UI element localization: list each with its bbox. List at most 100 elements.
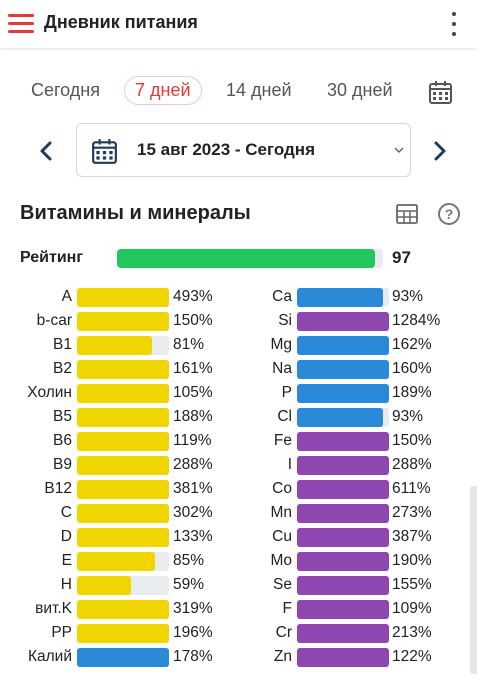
nutrient-percent: 59% [173,576,205,593]
tab-14-days[interactable]: 14 дней [226,80,292,100]
nutrient-percent: 288% [173,456,213,473]
next-period-icon[interactable] [430,140,450,162]
nutrient-bar [77,408,169,427]
nutrient-bar [77,432,169,451]
app-bar: Дневник питания [0,0,477,48]
nutrient-bar-fill [297,336,389,355]
tab-today[interactable]: Сегодня [31,80,100,100]
nutrient-name: вит.K [35,600,72,617]
rating-value: 97 [392,248,411,267]
nutrient-name: Mg [270,336,292,353]
more-options-icon[interactable] [446,9,462,39]
nutrient-percent: 155% [392,576,432,593]
nutrient-bar [297,648,389,667]
nutrient-bar-fill [297,648,389,667]
rating-bar-fill [117,249,376,268]
nutrient-percent: 288% [392,456,432,473]
rating-label: Рейтинг [20,249,84,266]
nutrient-name: B6 [53,432,72,449]
nutrient-bar [297,432,389,451]
nutrient-percent: 319% [173,600,213,617]
nutrient-bar [297,552,389,571]
tab-7-days[interactable]: 7 дней [124,76,202,105]
help-icon[interactable]: ? [438,203,460,225]
nutrient-bar [77,336,169,355]
nutrient-name: E [61,552,72,569]
calendar-icon [92,139,117,164]
nutrient-percent: 162% [392,336,432,353]
nutrient-percent: 105% [173,384,213,401]
nutrient-bar-fill [297,312,389,331]
nutrient-bar [297,456,389,475]
nutrient-bar [77,624,169,643]
nutrient-name: Холин [27,384,72,401]
nutrient-bar-fill [77,384,169,403]
nutrient-name: B12 [44,480,72,497]
nutrient-bar [297,360,389,379]
nutrient-name: Ca [272,288,292,305]
nutrient-bar-fill [77,648,169,667]
nutrient-percent: 85% [173,552,205,569]
tab-30-days[interactable]: 30 дней [327,80,393,100]
nutrient-percent: 387% [392,528,432,545]
nutrient-bar-fill [297,456,389,475]
nutrient-bar-fill [77,600,169,619]
nutrient-percent: 150% [173,312,213,329]
nutrient-name: Co [272,480,292,497]
calendar-icon[interactable] [428,80,453,105]
nutrient-bar [297,288,389,307]
nutrient-percent: 190% [392,552,432,569]
nutrient-bar [297,480,389,499]
nutrient-percent: 381% [173,480,213,497]
nutrient-bar-fill [77,336,152,355]
nutrient-percent: 302% [173,504,213,521]
nutrient-bar-fill [77,288,169,307]
hamburger-menu-icon[interactable] [8,12,34,34]
date-range-label: 15 авг 2023 - Сегодня [137,140,315,159]
nutrient-name: Mn [270,504,292,521]
nutrient-name: B2 [53,360,72,377]
nutrient-name: Cu [272,528,292,545]
date-range-selector[interactable]: 15 авг 2023 - Сегодня [76,123,411,177]
nutrient-name: F [282,600,292,617]
nutrient-bar-fill [77,552,156,571]
nutrient-bar [77,456,169,475]
nutrient-bar [297,408,389,427]
nutrient-bar [77,360,169,379]
nutrient-bar-fill [297,552,389,571]
nutrient-name: Калий [27,648,72,665]
nutrient-name: Zn [273,648,292,665]
nutrient-bar [77,576,169,595]
nutrient-percent: 493% [173,288,213,305]
nutrient-bar-fill [77,408,169,427]
nutrient-bar-fill [77,312,169,331]
nutrient-bar [77,600,169,619]
nutrient-percent: 213% [392,624,432,641]
table-view-icon[interactable] [396,204,418,224]
nutrient-bar [77,480,169,499]
nutrient-name: D [60,528,72,545]
nutrient-bar-fill [77,576,132,595]
nutrient-bar [297,384,389,403]
nutrient-bar-fill [77,528,169,547]
nutrient-bar-fill [77,480,169,499]
nutrient-bar [77,312,169,331]
nutrient-bar-fill [77,456,169,475]
nutrient-bar-fill [77,624,169,643]
scrollbar[interactable] [470,486,477,674]
nutrient-bar-fill [77,432,169,451]
nutrient-percent: 93% [392,408,424,425]
nutrient-bar-fill [297,408,383,427]
nutrient-name: Mo [270,552,292,569]
nutrient-bar-fill [297,384,389,403]
nutrient-name: Cl [277,408,292,425]
nutrient-name: C [60,504,72,521]
previous-period-icon[interactable] [36,140,56,162]
nutrient-name: A [61,288,72,305]
nutrient-bar [77,384,169,403]
nutrient-percent: 189% [392,384,432,401]
chevron-down-icon [394,147,404,154]
nutrient-percent: 133% [173,528,213,545]
nutrient-percent: 150% [392,432,432,449]
nutrient-name: Fe [273,432,292,449]
